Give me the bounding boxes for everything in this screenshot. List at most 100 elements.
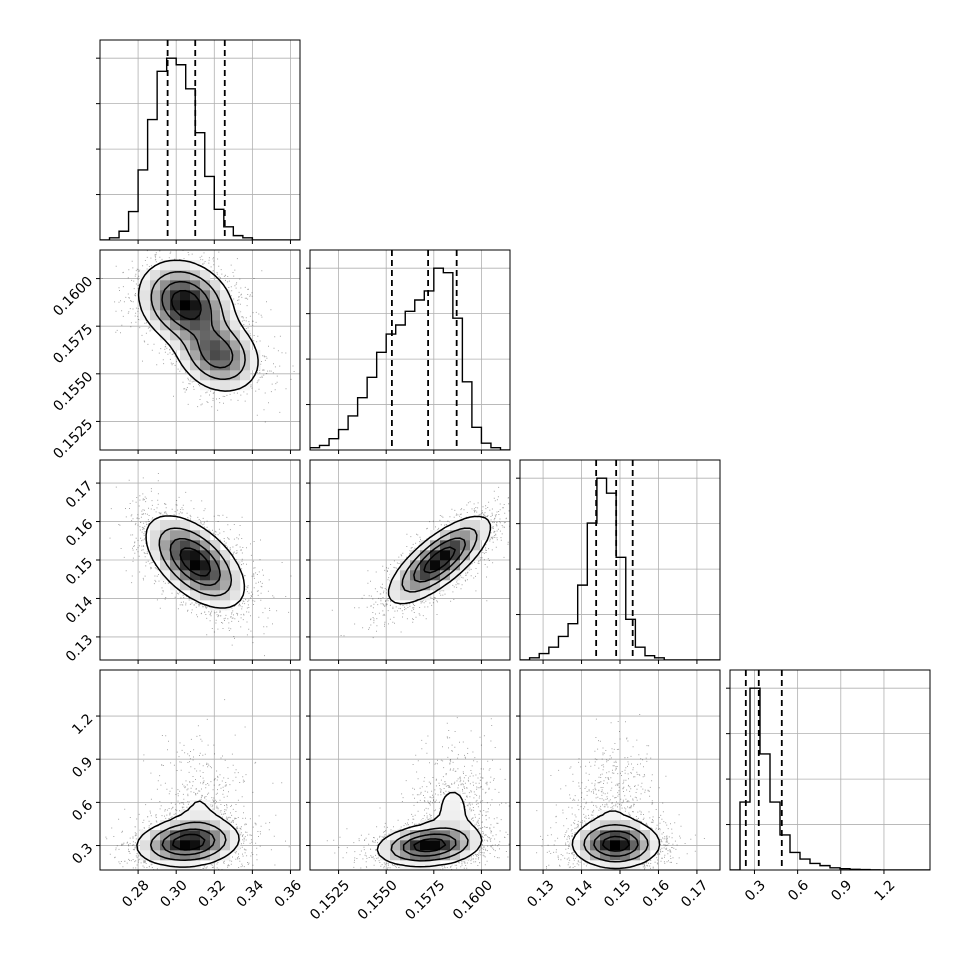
density-cell [240,370,251,381]
density-cell [640,830,651,841]
density-cell [470,520,481,531]
x-tick-label: 0.3 [742,877,769,904]
contour-line [376,791,483,868]
joint-plot-area [331,486,510,639]
x-tick-label: 0.14 [563,877,596,910]
density-cell [180,520,191,531]
density-cell [630,850,641,861]
density-cell [210,600,221,611]
contour-line [571,810,661,870]
density-cell [450,830,461,841]
density-cell [150,310,161,321]
density-cell [600,840,611,851]
x-tick-label: 0.1550 [355,877,401,923]
density-cell [420,820,431,831]
density-cell [170,560,181,571]
density-cell [610,830,621,841]
density-cell [190,340,201,351]
density-cell [210,560,221,571]
histogram-panel-2 [516,459,721,661]
density-cell [420,860,431,870]
density-cell [220,330,231,341]
density-cell [190,370,201,381]
density-cell [220,380,231,391]
histogram-step-line [100,57,300,240]
density-cell [210,360,221,371]
y-tick-label: 0.6 [69,797,96,824]
y-tick-label: 0.14 [63,593,96,626]
density-cell [160,540,171,551]
density-cell [410,570,421,581]
contour-line [593,830,639,857]
density-cell [200,530,211,541]
density-cell [420,590,431,601]
x-tick-label: 0.1525 [307,877,353,923]
density-cell [180,300,191,311]
density-cell [210,850,221,861]
density-cell [180,360,191,371]
density-cell [180,540,191,551]
density-cell [220,300,231,311]
density-cell [200,820,211,831]
panel-frame [309,669,511,871]
density-cell [630,830,641,841]
density-cell [440,810,451,821]
scatter-points [331,486,510,639]
y-tick-label: 0.9 [69,754,96,781]
density-cell [400,590,411,601]
density-cell [190,560,201,571]
contour-line [602,835,630,852]
density-cell [170,520,181,531]
density-cell [160,560,171,571]
density-cell [230,580,241,591]
contour-line [150,270,246,380]
density-cell [180,310,191,321]
density-cell [220,320,231,331]
histogram-step-line [520,477,720,660]
density-cell [170,820,181,831]
density-cell [620,860,631,870]
density-cell [150,530,161,541]
density-cell [420,840,431,851]
density-cell [200,280,211,291]
density-cell [590,820,601,831]
density-cell [470,550,481,561]
density-cell [460,560,471,571]
density-cell [620,840,631,851]
density-cell [190,810,201,821]
density-cell [170,540,181,551]
density-cell [190,350,201,361]
density-cell [190,570,201,581]
y-tick-label: 0.1525 [50,416,96,462]
density-cell [150,840,161,851]
joint-plot-area [105,699,290,870]
x-tick-label: 0.30 [157,877,190,910]
density-cell [600,860,611,870]
density-cell [400,580,411,591]
density-cell [150,850,161,861]
density-cell [150,830,161,841]
density-cell [160,280,171,291]
density-cell [650,840,661,851]
density-cell [170,280,181,291]
density-cell [230,570,241,581]
y-tick-label: 0.17 [63,478,96,511]
density-cell [200,340,211,351]
density-cell [160,310,171,321]
density-cell [410,580,421,591]
density-cell [430,540,441,551]
contour-line [387,515,492,605]
density-cell [170,310,181,321]
x-tick-label: 0.36 [272,877,305,910]
density-cell [480,520,491,531]
density-cell [190,300,201,311]
histogram-step-line [310,267,510,450]
density-cell [200,850,211,861]
density-cell [450,810,461,821]
joint-plot-area [326,717,510,870]
x-tick-label: 0.9 [828,877,855,904]
density-cell [180,820,191,831]
density-cell [440,550,451,561]
density-cell [180,350,191,361]
x-tick-label: 0.17 [678,877,711,910]
